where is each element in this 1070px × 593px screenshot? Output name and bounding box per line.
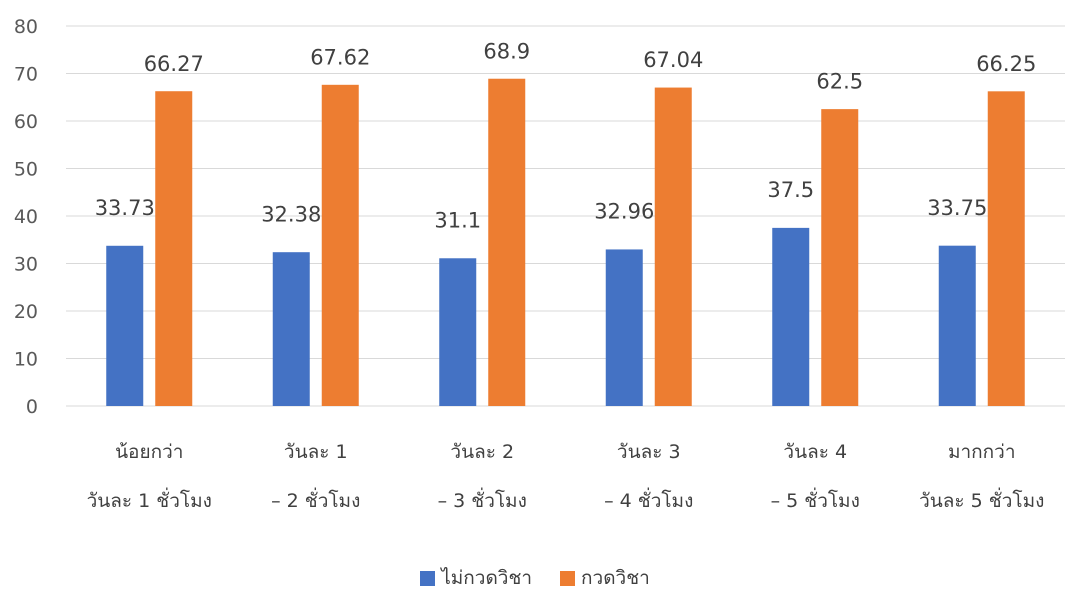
data-label-series-1-2: 32.38 [261,202,321,226]
gridlines [66,25,1065,407]
data-label-series-1-4: 32.96 [594,200,654,224]
x-category-label-1-line-2: วันละ 1 ชั่วโมง [87,487,212,512]
data-label-series-2-4: 67.04 [643,48,703,72]
bar-series-1-5 [772,227,810,406]
bar-series-2-1 [155,91,193,406]
y-tick-label: 30 [14,254,38,276]
y-tick-label: 10 [14,349,38,371]
bar-series-2-4 [654,87,692,406]
x-category-label-2-line-2: – 2 ชั่วโมง [271,487,360,512]
y-tick-label: 70 [14,64,38,86]
y-tick-label: 20 [14,301,38,323]
legend-swatch-series-2 [560,570,576,586]
bar-series-1-4 [605,249,643,406]
legend-item-series-2: กวดวิชา [560,563,650,593]
data-label-series-2-6: 66.25 [976,52,1036,76]
x-category-label-4-line-1: วันละ 3 [617,441,681,463]
x-category-label-6-line-2: วันละ 5 ชั่วโมง [919,487,1044,512]
x-category-label-3-line-1: วันละ 2 [450,441,514,463]
legend-label-series-1: ไม่กวดวิชา [441,567,533,589]
bar-series-1-6 [938,245,976,406]
x-category-label-5-line-1: วันละ 4 [783,441,847,463]
data-label-series-1-5: 37.5 [767,178,814,202]
data-label-series-2-3: 68.9 [483,39,530,63]
x-axis-category-labels: น้อยกว่าวันละ 1 ชั่วโมง วันละ 1 – 2 ชั่วโม… [87,441,1045,512]
data-label-series-1-3: 31.1 [434,208,481,232]
legend-swatch-series-1 [420,570,436,586]
y-tick-label: 60 [14,111,38,133]
bar-series-2-3 [488,78,526,406]
data-label-series-2-2: 67.62 [310,45,370,69]
bars [106,78,1025,407]
data-label-series-2-5: 62.5 [816,70,863,94]
bar-series-2-5 [821,109,859,406]
x-category-label-4-line-2: – 4 ชั่วโมง [604,487,693,512]
bar-series-2-2 [321,84,359,407]
legend-item-series-1: ไม่กวดวิชา [420,563,532,593]
y-tick-label: 0 [26,396,38,418]
data-label-series-1-1: 33.73 [95,196,155,220]
bar-series-1-3 [439,258,477,406]
y-tick-label: 50 [14,159,38,181]
x-category-label-5-line-2: – 5 ชั่วโมง [771,487,860,512]
x-category-label-2-line-1: วันละ 1 [284,441,348,463]
data-label-series-2-1: 66.27 [144,52,204,76]
x-category-label-3-line-2: – 3 ชั่วโมง [438,487,527,512]
legend-label-series-2: กวดวิชา [581,567,650,589]
y-axis-tick-labels: 0 10 20 30 40 50 60 70 80 [14,16,38,418]
y-tick-label: 40 [14,206,38,228]
data-labels: 33.73 66.27 32.38 67.62 31.1 68.9 32.96 67.04 37… [95,39,1037,232]
bar-series-1-2 [272,252,310,406]
bar-series-1-1 [106,245,144,406]
bar-series-2-6 [987,91,1025,406]
x-category-label-6-line-1: มากกว่า [948,441,1016,463]
bar-chart: 0 10 20 30 40 50 60 70 80 33.73 66.27 32.38 67.62 31… [14,16,1065,512]
x-category-label-1-line-1: น้อยกว่า [115,441,183,463]
data-label-series-1-6: 33.75 [927,196,987,220]
y-tick-label: 80 [14,16,38,38]
legend: ไม่กวดวิชา กวดวิชา [0,563,1070,593]
